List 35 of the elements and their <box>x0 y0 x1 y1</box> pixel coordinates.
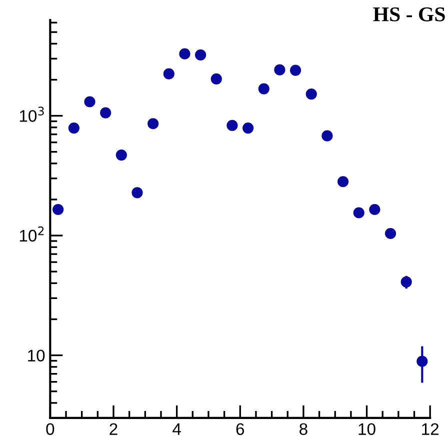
point <box>353 207 364 218</box>
point <box>337 176 349 188</box>
x-tick-label: 0 <box>46 423 54 436</box>
point <box>148 118 159 130</box>
point <box>210 73 222 85</box>
point <box>179 48 190 60</box>
chart-title: HS - GS <box>373 7 445 22</box>
x-tick-label: 10 <box>358 423 376 436</box>
point <box>68 122 80 134</box>
x-tick-label: 4 <box>172 423 181 435</box>
y-tick-label: 10 <box>28 350 45 362</box>
point <box>290 64 302 76</box>
point <box>258 83 270 94</box>
point <box>52 204 64 216</box>
point <box>100 107 112 118</box>
point <box>84 96 96 108</box>
point <box>226 120 238 132</box>
x-tick-label: 8 <box>300 423 308 436</box>
point <box>242 122 254 134</box>
point <box>306 88 317 100</box>
point <box>416 356 428 367</box>
y-tick-label: 10$^{2}$ <box>20 226 44 242</box>
point <box>195 49 206 61</box>
point <box>322 130 333 142</box>
point <box>274 64 286 76</box>
point <box>132 187 143 198</box>
y-tick-label: 10$^{3}$ <box>20 106 44 122</box>
point <box>384 228 396 240</box>
x-tick-label: 2 <box>110 423 118 435</box>
point <box>400 276 412 288</box>
point <box>163 68 174 80</box>
point <box>116 150 127 161</box>
x-tick-label: 6 <box>236 423 244 436</box>
point <box>369 204 380 216</box>
x-tick-label: 12 <box>422 423 439 435</box>
